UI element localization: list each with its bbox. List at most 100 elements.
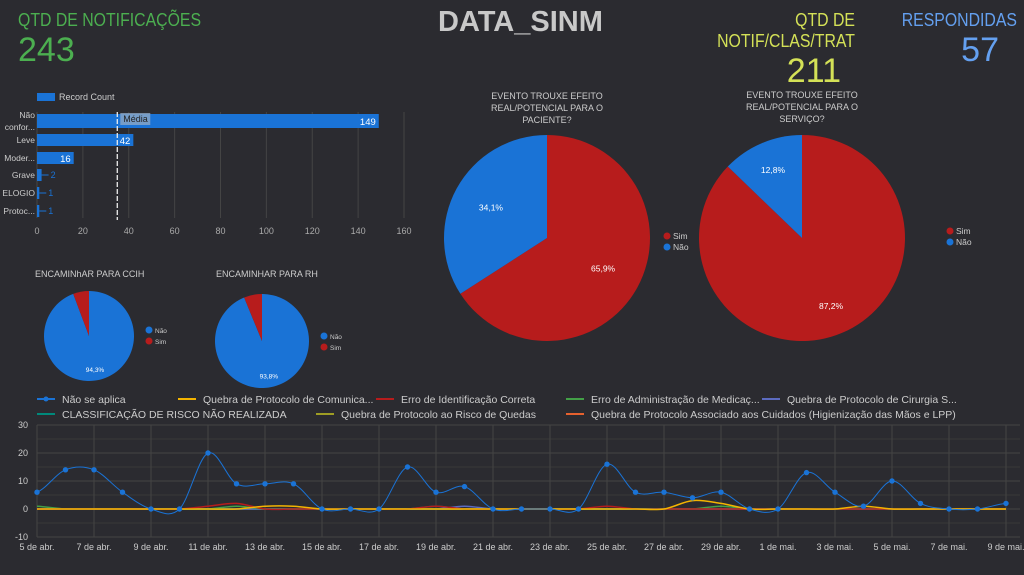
pie-title: ENCAMINHAR PARA RH bbox=[216, 269, 318, 279]
pie-data-label: 87,2% bbox=[819, 301, 844, 311]
pie-slice-nao[interactable] bbox=[444, 135, 547, 294]
bar[interactable] bbox=[37, 114, 379, 128]
data-point[interactable] bbox=[575, 506, 582, 512]
data-point[interactable] bbox=[433, 489, 439, 495]
data-point[interactable] bbox=[91, 467, 97, 473]
legend-dot bbox=[946, 238, 954, 246]
data-point[interactable] bbox=[376, 506, 382, 512]
data-point[interactable] bbox=[176, 506, 183, 512]
legend-label: Quebra de Protocolo de Comunica... bbox=[203, 394, 373, 406]
data-point[interactable] bbox=[661, 489, 667, 495]
kpi-label: RESPONDIDAS bbox=[901, 10, 1017, 30]
x-tick-label: 5 de abr. bbox=[19, 542, 54, 552]
legend-label: Sim bbox=[956, 226, 971, 236]
data-point[interactable] bbox=[404, 464, 411, 470]
data-point[interactable] bbox=[803, 469, 810, 476]
y-tick-label: Leve bbox=[17, 135, 36, 145]
x-tick-label: 13 de abr. bbox=[245, 542, 285, 552]
legend-label: Sim bbox=[673, 231, 688, 241]
series-line[interactable] bbox=[36, 452, 1007, 515]
x-tick-label: 1 de mai. bbox=[759, 542, 796, 552]
data-point[interactable] bbox=[347, 506, 354, 512]
y-tick-label: 30 bbox=[18, 420, 28, 430]
bar[interactable] bbox=[37, 134, 134, 146]
data-point[interactable] bbox=[148, 506, 154, 512]
bar[interactable] bbox=[37, 152, 74, 164]
legend-label: Record Count bbox=[59, 92, 115, 102]
data-point[interactable] bbox=[233, 481, 240, 487]
legend-label: CLASSIFICAÇÃO DE RISCO NÃO REALIZADA bbox=[62, 408, 287, 421]
data-point[interactable] bbox=[917, 500, 924, 507]
data-point[interactable] bbox=[119, 489, 126, 495]
pie-title: ENCAMINhAR PARA CCIH bbox=[35, 269, 144, 279]
legend-label: Sim bbox=[330, 345, 341, 352]
data-point[interactable] bbox=[490, 506, 496, 512]
kpi-value: 57 bbox=[961, 31, 999, 69]
data-point[interactable] bbox=[1003, 500, 1009, 507]
data-point[interactable] bbox=[775, 506, 781, 512]
data-point[interactable] bbox=[205, 450, 211, 456]
data-label: 1 bbox=[48, 206, 53, 216]
bar[interactable] bbox=[37, 169, 42, 181]
data-label: 2 bbox=[51, 170, 56, 180]
pie-title: SERVIÇO? bbox=[779, 114, 824, 124]
legend-dot bbox=[663, 232, 671, 240]
legend-dot bbox=[145, 337, 153, 345]
legend-label: Não bbox=[956, 237, 972, 247]
x-tick-label: 11 de abr. bbox=[188, 542, 227, 552]
data-point[interactable] bbox=[746, 506, 753, 512]
x-tick-label: 27 de abr. bbox=[644, 542, 684, 552]
pie-slice-sim[interactable] bbox=[73, 291, 89, 336]
data-point[interactable] bbox=[604, 461, 610, 467]
data-point[interactable] bbox=[547, 506, 553, 512]
x-tick-label: 21 de abr. bbox=[473, 542, 513, 552]
pie-slice-sim[interactable] bbox=[244, 294, 262, 341]
bar[interactable] bbox=[37, 205, 40, 217]
x-tick-label: 60 bbox=[170, 226, 180, 236]
average-label-bg bbox=[120, 113, 151, 125]
data-point[interactable] bbox=[34, 489, 40, 495]
data-point[interactable] bbox=[461, 483, 468, 490]
x-tick-label: 29 de abr. bbox=[701, 542, 741, 552]
pie-title: PACIENTE? bbox=[522, 115, 571, 125]
y-tick-label: 20 bbox=[18, 448, 28, 458]
x-tick-label: 40 bbox=[124, 226, 134, 236]
data-point[interactable] bbox=[832, 489, 838, 495]
pie-slice-nao[interactable] bbox=[44, 291, 135, 381]
x-tick-label: 25 de abr. bbox=[587, 542, 627, 552]
x-tick-label: 160 bbox=[396, 226, 411, 236]
legend-dot bbox=[145, 326, 153, 334]
data-point[interactable] bbox=[718, 489, 724, 495]
data-point[interactable] bbox=[889, 478, 895, 484]
pie-data-label: 65,9% bbox=[591, 264, 616, 274]
kpi-notificacoes: QTD DE NOTIFICAÇÕES 243 bbox=[18, 10, 226, 70]
bar[interactable] bbox=[37, 187, 40, 199]
data-point[interactable] bbox=[632, 489, 639, 495]
y-tick-label: -10 bbox=[15, 532, 28, 542]
legend-label: Não bbox=[155, 328, 167, 335]
data-point[interactable] bbox=[946, 506, 952, 512]
legend-dot bbox=[320, 332, 328, 340]
x-tick-label: 9 de abr. bbox=[133, 542, 168, 552]
x-tick-label: 140 bbox=[351, 226, 366, 236]
data-label: 42 bbox=[120, 136, 131, 147]
data-point[interactable] bbox=[974, 506, 981, 512]
legend-label: Erro de Identificação Correta bbox=[401, 394, 535, 406]
data-point[interactable] bbox=[290, 481, 297, 487]
data-point[interactable] bbox=[319, 506, 325, 512]
pie-slice-nao[interactable] bbox=[727, 135, 802, 238]
x-tick-label: 100 bbox=[259, 226, 274, 236]
pie-slice-sim[interactable] bbox=[460, 135, 650, 341]
data-point[interactable] bbox=[262, 481, 268, 487]
data-point[interactable] bbox=[689, 495, 696, 501]
legend-dot bbox=[946, 227, 954, 235]
pie-slice-nao[interactable] bbox=[214, 294, 309, 388]
data-point[interactable] bbox=[860, 503, 867, 509]
legend-marker bbox=[43, 396, 49, 402]
data-point[interactable] bbox=[518, 506, 525, 512]
legend-label: Não bbox=[673, 242, 689, 252]
pie-data-label: 12,8% bbox=[761, 165, 786, 175]
data-label: 16 bbox=[60, 154, 71, 165]
data-point[interactable] bbox=[62, 467, 69, 473]
